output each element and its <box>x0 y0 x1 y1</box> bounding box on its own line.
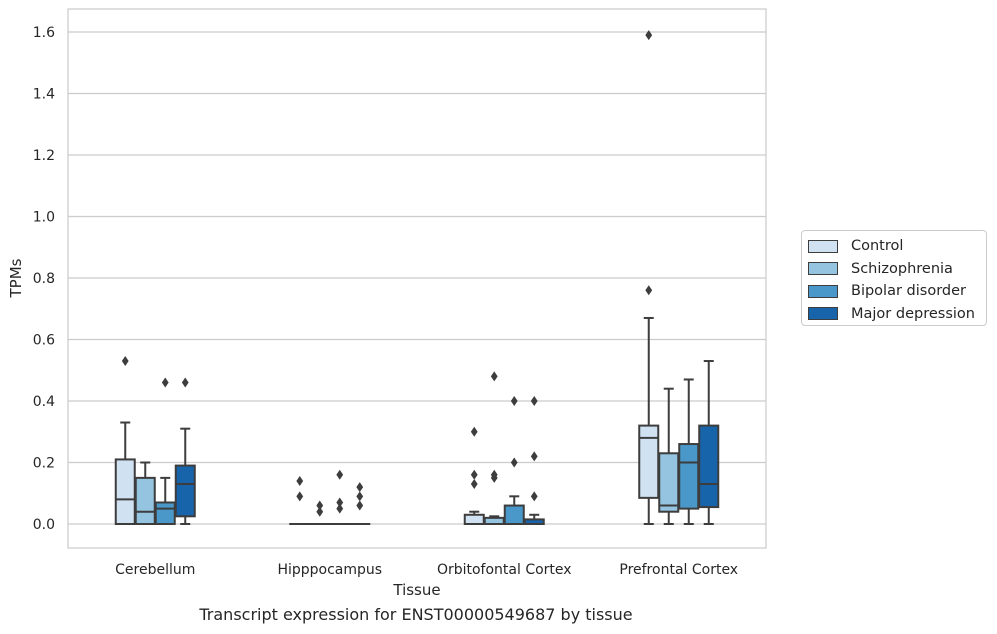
x-tick-label: Hipppocampus <box>277 562 382 578</box>
box-control <box>114 356 136 525</box>
box-schizophrenia <box>483 371 505 525</box>
legend-label: Major depression <box>851 305 975 322</box>
outlier-point <box>510 457 518 468</box>
outlier-point <box>530 396 538 406</box>
y-tick-label: 1.2 <box>33 148 55 164</box>
x-tick-label: Prefrontal Cortex <box>619 562 738 578</box>
legend-item: Major depression <box>808 303 986 326</box>
outlier-point <box>121 356 129 367</box>
box-control <box>463 426 485 526</box>
y-tick-label: 1.6 <box>33 25 55 41</box>
outlier-point <box>336 469 344 480</box>
outlier-point <box>316 506 324 517</box>
legend-label: Control <box>851 238 904 255</box>
outlier-point <box>490 371 498 382</box>
box-body <box>678 443 700 510</box>
y-tick-label: 0.2 <box>33 456 55 472</box>
outlier-point <box>161 377 169 388</box>
outlier-point <box>470 479 478 490</box>
legend-label: Bipolar disorder <box>851 283 966 300</box>
box-major-depression <box>349 482 371 526</box>
y-tick-label: 0.8 <box>33 271 55 287</box>
outlier-point <box>356 500 364 511</box>
box-schizophrenia <box>134 461 156 525</box>
outlier-point <box>645 30 653 41</box>
box-body <box>698 424 720 509</box>
y-tick-label: 1.4 <box>33 87 55 103</box>
box-schizophrenia <box>309 500 331 526</box>
box-body <box>658 452 680 513</box>
box-schizophrenia <box>658 387 680 525</box>
y-axis-title: TPMs <box>7 258 25 298</box>
legend-swatch <box>808 307 838 321</box>
legend-item: Bipolar disorder <box>808 280 986 303</box>
outlier-point <box>336 503 344 514</box>
x-tick-label: Orbitofontal Cortex <box>437 562 572 578</box>
y-tick-label: 1.0 <box>33 210 55 226</box>
outlier-point <box>470 469 478 480</box>
outlier-point <box>490 469 498 480</box>
box-control <box>289 475 311 526</box>
plot-frame <box>67 8 767 549</box>
box-body <box>463 513 485 526</box>
legend-swatch <box>808 239 838 253</box>
box-bipolar-disorder <box>329 469 351 526</box>
legend-item: Schizophrenia <box>808 258 986 281</box>
x-axis-title: Tissue <box>392 581 440 599</box>
legend-swatch <box>808 284 838 298</box>
x-tick-labels: Cerebellum Hipppocampus Orbitofontal Corte… <box>115 562 738 578</box>
outlier-point <box>316 500 324 511</box>
outlier-point <box>336 497 344 508</box>
box-body <box>154 501 176 526</box>
outlier-point <box>296 491 304 502</box>
legend-swatch <box>808 262 838 276</box>
y-tick-labels: 0.0 0.2 0.4 0.6 0.8 1.0 1.2 1.4 1.6 <box>33 25 55 533</box>
box-bipolar-disorder <box>154 377 176 526</box>
box-major-depression <box>698 360 720 525</box>
box-major-depression <box>174 377 196 525</box>
outlier-point <box>645 285 653 296</box>
outlier-point <box>530 451 538 462</box>
box-body <box>503 504 525 525</box>
outlier-point <box>470 426 478 437</box>
box-control <box>638 30 660 525</box>
x-tick-label: Cerebellum <box>115 562 195 578</box>
legend: Control Schizophrenia Bipolar disorder Majo… <box>801 230 987 326</box>
outlier-point <box>356 482 364 493</box>
outlier-point <box>296 475 304 486</box>
grid-lines <box>68 31 766 525</box>
outlier-point <box>510 396 518 406</box>
box-major-depression <box>523 396 545 526</box>
outlier-point <box>181 377 189 388</box>
y-tick-label: 0.0 <box>33 517 55 533</box>
y-tick-label: 0.4 <box>33 394 55 410</box>
box-plot-series <box>114 30 720 526</box>
box-body <box>638 424 660 499</box>
outlier-point <box>530 491 538 502</box>
y-tick-label: 0.6 <box>33 333 55 349</box>
chart-caption: Transcript expression for ENST0000054968… <box>199 605 633 624</box>
legend-item: Control <box>808 235 986 258</box>
box-body <box>134 476 156 525</box>
box-bipolar-disorder <box>503 396 525 525</box>
box-body <box>174 464 196 518</box>
box-body <box>114 458 136 525</box>
outlier-point <box>356 491 364 502</box>
legend-label: Schizophrenia <box>851 260 953 277</box>
